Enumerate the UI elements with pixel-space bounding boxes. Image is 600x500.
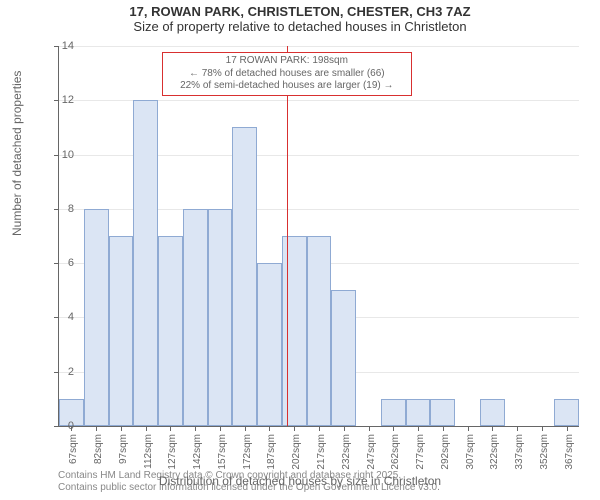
y-tick-label: 10 xyxy=(44,149,74,161)
y-tick-label: 12 xyxy=(44,94,74,106)
x-tick-label: 232sqm xyxy=(341,434,352,474)
x-tick-mark xyxy=(369,426,370,431)
y-tick-label: 14 xyxy=(44,40,74,52)
x-tick-label: 367sqm xyxy=(564,434,575,474)
histogram-bar xyxy=(257,263,282,426)
histogram-bar xyxy=(183,209,208,426)
histogram-bar xyxy=(406,399,431,426)
histogram-bar xyxy=(208,209,233,426)
x-tick-mark xyxy=(344,426,345,431)
x-tick-label: 202sqm xyxy=(291,434,302,474)
y-tick-label: 4 xyxy=(44,311,74,323)
x-tick-mark xyxy=(96,426,97,431)
histogram-plot-area: 17 ROWAN PARK: 198sqm← 78% of detached h… xyxy=(58,46,579,427)
x-tick-label: 67sqm xyxy=(68,434,79,474)
x-tick-label: 127sqm xyxy=(167,434,178,474)
x-tick-mark xyxy=(121,426,122,431)
x-tick-mark xyxy=(319,426,320,431)
x-tick-mark xyxy=(393,426,394,431)
x-tick-label: 187sqm xyxy=(266,434,277,474)
x-tick-mark xyxy=(146,426,147,431)
histogram-bar xyxy=(133,100,158,426)
histogram-bar xyxy=(430,399,455,426)
x-tick-mark xyxy=(170,426,171,431)
histogram-bar xyxy=(307,236,332,426)
y-gridline xyxy=(59,46,579,47)
y-tick-label: 6 xyxy=(44,257,74,269)
x-tick-label: 277sqm xyxy=(415,434,426,474)
x-tick-label: 337sqm xyxy=(514,434,525,474)
x-tick-label: 307sqm xyxy=(465,434,476,474)
x-tick-label: 322sqm xyxy=(489,434,500,474)
histogram-bar xyxy=(282,236,307,426)
x-tick-label: 352sqm xyxy=(539,434,550,474)
chart-title-block: 17, ROWAN PARK, CHRISTLETON, CHESTER, CH… xyxy=(0,4,600,34)
histogram-bar xyxy=(232,127,257,426)
histogram-bar xyxy=(109,236,134,426)
annotation-box: 17 ROWAN PARK: 198sqm← 78% of detached h… xyxy=(162,52,412,96)
x-tick-mark xyxy=(269,426,270,431)
histogram-bar xyxy=(331,290,356,426)
x-tick-label: 97sqm xyxy=(118,434,129,474)
x-tick-label: 262sqm xyxy=(390,434,401,474)
x-tick-mark xyxy=(195,426,196,431)
x-tick-label: 292sqm xyxy=(440,434,451,474)
chart-subtitle: Size of property relative to detached ho… xyxy=(0,19,600,34)
x-tick-label: 217sqm xyxy=(316,434,327,474)
histogram-bar xyxy=(84,209,109,426)
x-tick-mark xyxy=(418,426,419,431)
x-tick-mark xyxy=(220,426,221,431)
x-tick-mark xyxy=(567,426,568,431)
x-tick-mark xyxy=(294,426,295,431)
x-tick-mark xyxy=(245,426,246,431)
y-tick-label: 8 xyxy=(44,203,74,215)
annotation-line2: ← 78% of detached houses are smaller (66… xyxy=(167,68,407,81)
x-tick-label: 112sqm xyxy=(143,434,154,474)
histogram-bar xyxy=(381,399,406,426)
histogram-bar xyxy=(480,399,505,426)
histogram-bar xyxy=(158,236,183,426)
chart-title-address: 17, ROWAN PARK, CHRISTLETON, CHESTER, CH… xyxy=(0,4,600,19)
y-axis-title: Number of detached properties xyxy=(10,71,24,236)
reference-marker-line xyxy=(287,46,288,426)
x-tick-label: 172sqm xyxy=(242,434,253,474)
annotation-line1: 17 ROWAN PARK: 198sqm xyxy=(167,55,407,68)
x-tick-label: 157sqm xyxy=(217,434,228,474)
x-tick-mark xyxy=(468,426,469,431)
x-tick-label: 142sqm xyxy=(192,434,203,474)
x-tick-mark xyxy=(443,426,444,431)
annotation-line3: 22% of semi-detached houses are larger (… xyxy=(167,80,407,93)
histogram-bar xyxy=(554,399,579,426)
x-tick-label: 247sqm xyxy=(366,434,377,474)
x-tick-mark xyxy=(492,426,493,431)
y-tick-label: 2 xyxy=(44,366,74,378)
x-axis-title: Distribution of detached houses by size … xyxy=(0,474,600,488)
x-tick-mark xyxy=(542,426,543,431)
x-tick-label: 82sqm xyxy=(93,434,104,474)
y-tick-label: 0 xyxy=(44,420,74,432)
x-tick-mark xyxy=(517,426,518,431)
